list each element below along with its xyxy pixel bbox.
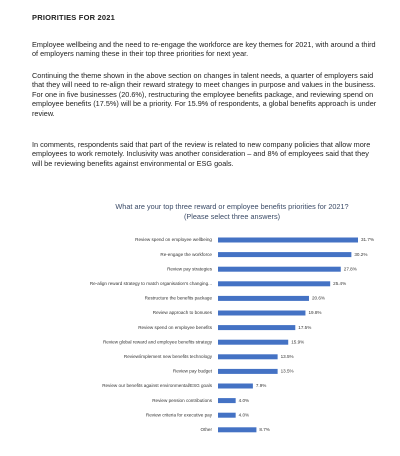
value-label: 25.4% bbox=[333, 281, 346, 286]
value-label: 19.8% bbox=[308, 310, 321, 315]
bar bbox=[218, 354, 278, 360]
paragraph: In comments, respondents said that part … bbox=[32, 140, 371, 168]
value-label: 13.5% bbox=[281, 369, 294, 374]
bar bbox=[218, 398, 236, 404]
value-label: 27.8% bbox=[344, 266, 357, 271]
category-label: Review/implement new benefits technology bbox=[124, 354, 213, 359]
category-label: Review our benefits against environmenta… bbox=[102, 383, 213, 388]
value-label: 15.9% bbox=[291, 339, 304, 344]
bar bbox=[218, 339, 289, 345]
paragraph: Continuing the theme shown in the above … bbox=[32, 71, 377, 118]
value-label: 31.7% bbox=[361, 237, 374, 242]
category-label: Review spend on employee wellbeing bbox=[135, 237, 212, 242]
category-label: Review approach to bonuses bbox=[153, 310, 213, 315]
category-label: Re-engage the workforce bbox=[160, 252, 212, 257]
category-label: Review spend on employee benefits bbox=[138, 325, 213, 330]
bar bbox=[218, 266, 341, 272]
value-label: 8.7% bbox=[259, 427, 269, 432]
category-label: Other bbox=[201, 427, 213, 432]
category-label: Review pay strategies bbox=[167, 266, 213, 271]
category-label: Restructure the benefits package bbox=[145, 296, 213, 301]
bar bbox=[218, 310, 306, 316]
section-title: PRIORITIES FOR 2021 bbox=[32, 13, 115, 22]
category-label: Review pay budget bbox=[173, 369, 213, 374]
category-label: Re-align reward strategy to match organi… bbox=[90, 281, 212, 286]
bar bbox=[218, 412, 236, 418]
bar bbox=[218, 427, 257, 433]
value-label: 4.0% bbox=[239, 412, 249, 417]
value-label: 30.2% bbox=[354, 252, 367, 257]
value-label: 20.6% bbox=[312, 296, 325, 301]
bar bbox=[218, 281, 331, 287]
bar bbox=[218, 252, 352, 258]
category-label: Review criteria for executive pay bbox=[146, 412, 213, 417]
value-label: 13.5% bbox=[281, 354, 294, 359]
bar bbox=[218, 237, 358, 243]
category-label: Review global reward and employee benefi… bbox=[103, 339, 213, 344]
chart: What are your top three reward or employ… bbox=[90, 202, 374, 433]
bar bbox=[218, 383, 253, 389]
value-label: 4.0% bbox=[239, 398, 249, 403]
bar bbox=[218, 325, 296, 331]
chart-title: What are your top three reward or employ… bbox=[115, 202, 348, 211]
chart-subtitle: (Please select three answers) bbox=[184, 212, 280, 221]
value-label: 7.9% bbox=[256, 383, 266, 388]
bar bbox=[218, 368, 278, 374]
category-label: Review pension contributions bbox=[152, 398, 212, 403]
paragraph: Employee wellbeing and the need to re-en… bbox=[32, 40, 376, 59]
bar bbox=[218, 295, 309, 301]
value-label: 17.5% bbox=[298, 325, 311, 330]
